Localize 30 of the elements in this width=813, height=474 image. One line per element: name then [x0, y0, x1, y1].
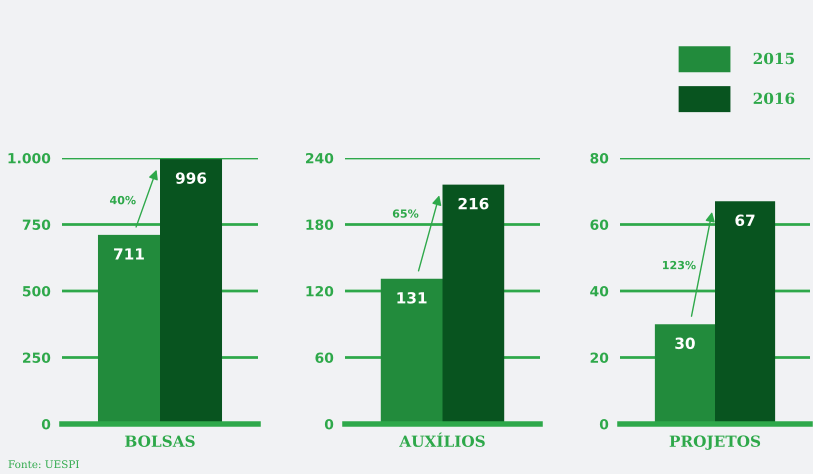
- y-tick-label: 0: [324, 418, 334, 430]
- legend-label: 2016: [754, 92, 794, 104]
- y-tick-label: 180: [306, 219, 334, 230]
- x-tick-label: AUXÍLIOS: [399, 432, 485, 447]
- y-tick-label: 120: [306, 286, 334, 296]
- x-tick-label: PROJETOS: [670, 435, 760, 450]
- data-label: 131: [397, 292, 427, 304]
- data-label: 711: [114, 248, 144, 260]
- y-tick-label: 750: [22, 219, 50, 230]
- data-label: 30: [675, 338, 695, 350]
- annotation: 40%: [110, 196, 136, 204]
- y-tick-label: 60: [315, 352, 334, 363]
- x-tick-label: BOLSAS: [125, 435, 195, 447]
- y-tick-label: 20: [590, 352, 608, 363]
- legend-label: 2015: [754, 52, 794, 64]
- y-tick-label: 0: [600, 418, 608, 430]
- y-tick-label: 40: [590, 286, 608, 296]
- annotation: 123%: [663, 260, 696, 270]
- y-tick-label: 60: [590, 219, 608, 230]
- data-label: 996: [176, 172, 206, 184]
- y-tick-label: 1.000: [8, 152, 50, 164]
- y-tick-label: 250: [22, 352, 50, 363]
- y-tick-label: 500: [22, 286, 50, 296]
- annotation: 65%: [392, 209, 418, 218]
- data-label: 216: [458, 198, 488, 210]
- y-tick-label: 0: [42, 418, 50, 430]
- data-label: 67: [735, 214, 754, 226]
- y-tick-label: 80: [590, 152, 608, 164]
- y-tick-label: 240: [306, 152, 334, 164]
- source-note: Fonte: UESPI: [8, 460, 79, 468]
